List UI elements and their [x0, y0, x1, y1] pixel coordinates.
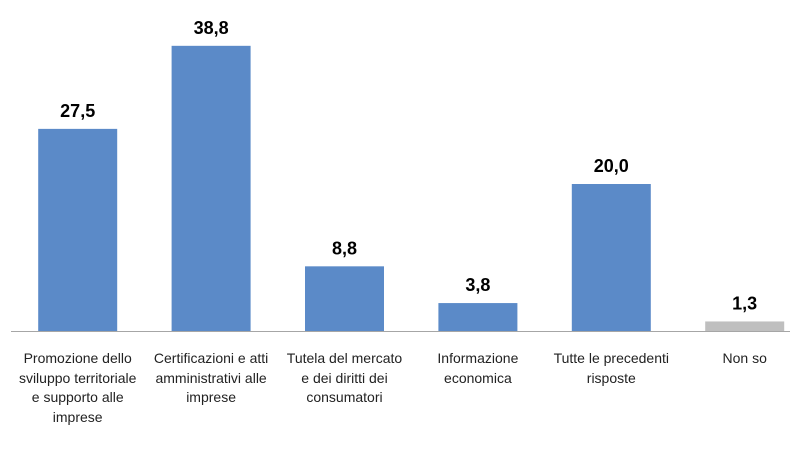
x-tick-label: Tutela del mercato e dei diritti dei con…: [286, 350, 403, 405]
value-label: 38,8: [194, 18, 229, 38]
value-label: 27,5: [60, 101, 95, 121]
x-tick-label: Non so: [722, 350, 767, 366]
value-label: 1,3: [732, 293, 757, 313]
bar: [571, 184, 651, 331]
bar: [305, 266, 384, 331]
bar: [38, 128, 118, 331]
bar: [705, 321, 785, 331]
x-tick-label: Promozione dello sviluppo territoriale e…: [18, 350, 137, 425]
value-label: 3,8: [465, 275, 490, 295]
value-label: 8,8: [332, 238, 357, 258]
bar: [171, 45, 251, 331]
x-tick-label: Certificazioni e atti amministrativi all…: [153, 350, 269, 405]
x-tick-label: Tutte le precedenti risposte: [553, 350, 670, 386]
bar: [438, 303, 518, 331]
value-label: 20,0: [594, 156, 629, 176]
x-tick-label: Informazione economica: [437, 350, 519, 386]
